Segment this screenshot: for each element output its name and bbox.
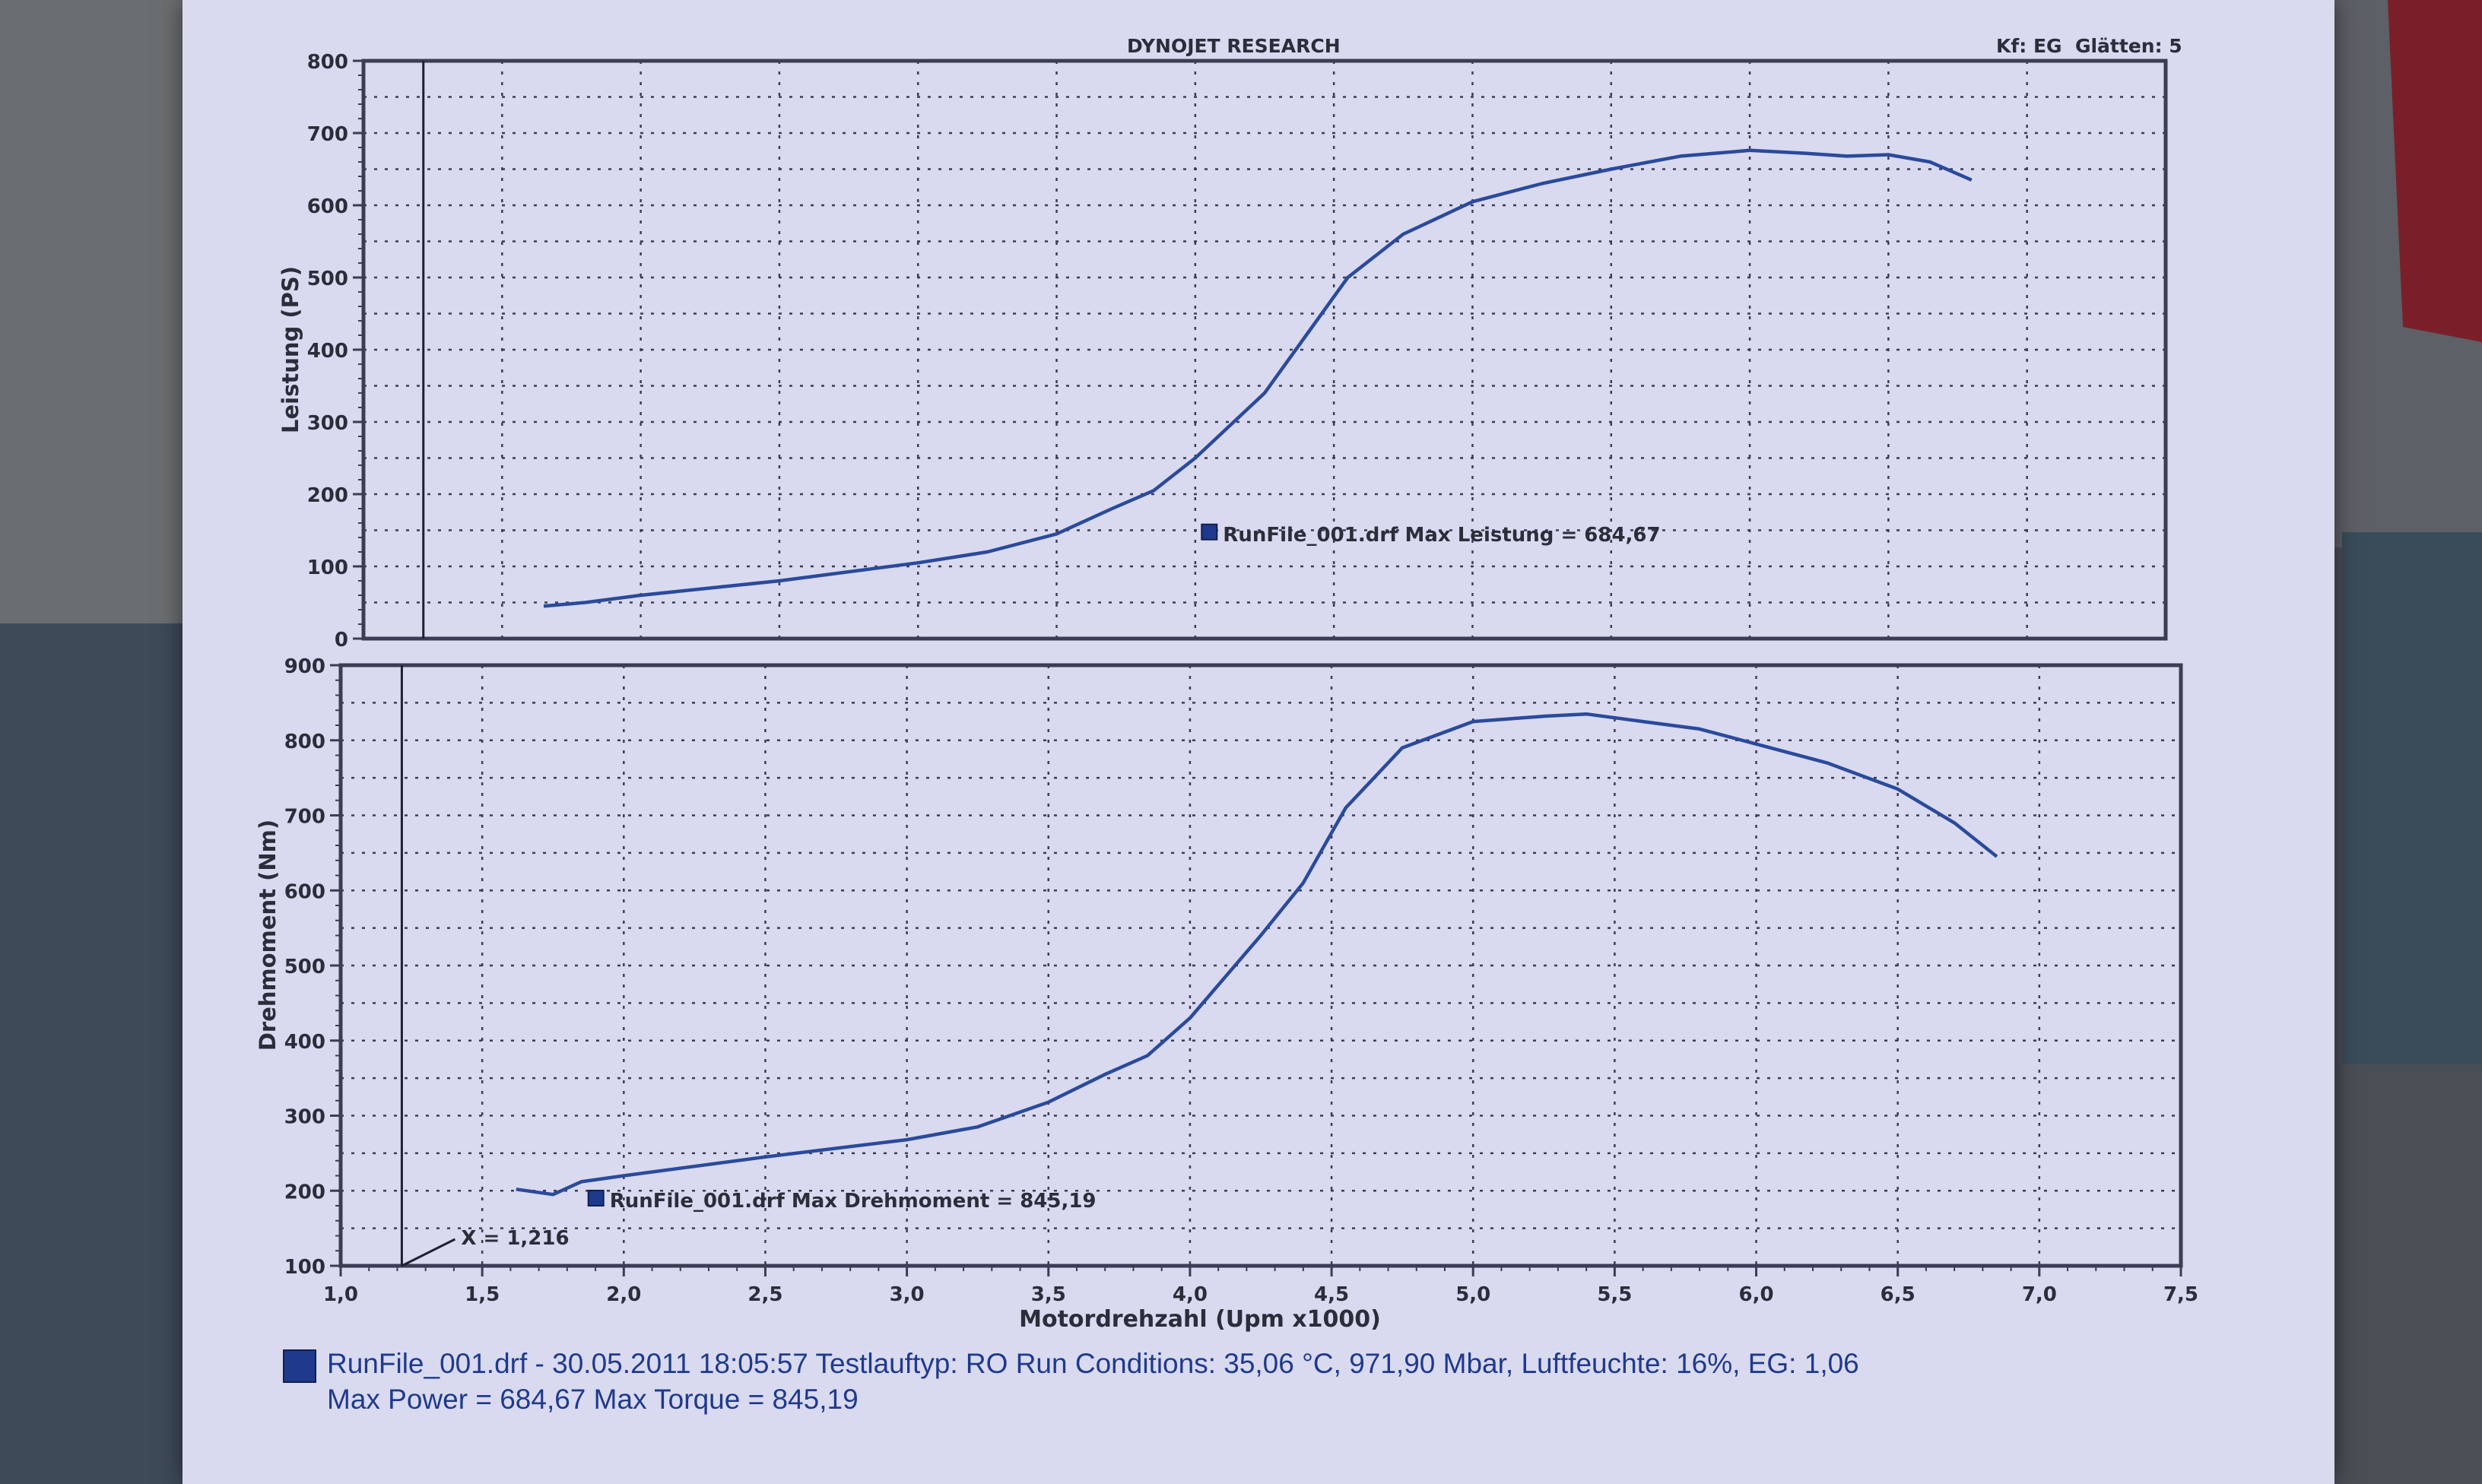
series-curve-panel-2 (516, 712, 1998, 1197)
y-axis-label: Leistung (PS) (278, 266, 303, 433)
y-tick-label: 400 (284, 1031, 325, 1054)
y-tick-label: 300 (307, 412, 348, 435)
y-tick-label: 600 (307, 195, 348, 218)
x-axis-label: Motordrehzahl (Upm x1000) (1019, 1306, 1381, 1333)
y-tick-label: 300 (284, 1106, 325, 1129)
x-tick-label: 7,0 (2022, 1283, 2057, 1306)
y-tick-label: 700 (307, 123, 348, 146)
run-info-footer: RunFile_001.drf - 30.05.2011 18:05:57 Te… (327, 1346, 1859, 1417)
chart-header-settings: Kf: EG Glätten: 5 (1996, 35, 2182, 57)
y-tick-label: 800 (284, 731, 325, 753)
y-tick-label: 200 (284, 1181, 325, 1203)
y-tick-label: 700 (284, 806, 325, 829)
x-tick-label: 4,0 (1173, 1283, 1208, 1306)
series-curve-panel-1 (543, 148, 1973, 608)
cursor-label: X = 1,216 (461, 1227, 569, 1250)
dyno-printout-paper (182, 0, 2334, 1484)
y-axis-label: Drehmoment (Nm) (255, 820, 281, 1051)
x-tick-label: 2,5 (747, 1283, 782, 1306)
y-tick-label: 200 (307, 484, 348, 507)
x-tick-label: 4,5 (1314, 1283, 1349, 1306)
x-tick-label: 6,5 (1881, 1283, 1915, 1306)
x-tick-label: 6,0 (1739, 1283, 1774, 1306)
x-tick-label: 2,0 (606, 1283, 641, 1306)
x-tick-label: 3,5 (1031, 1283, 1066, 1306)
x-tick-label: 7,5 (2163, 1283, 2198, 1306)
run-legend-icon (283, 1349, 316, 1383)
y-tick-label: 900 (284, 655, 325, 678)
x-tick-label: 3,0 (890, 1283, 925, 1306)
series-legend-label: RunFile_001.drf Max Drehmoment = 845,19 (610, 1190, 1097, 1213)
chart-header-title: DYNOJET RESEARCH (1127, 35, 1341, 57)
x-tick-label: 5,0 (1455, 1283, 1490, 1306)
y-tick-label: 500 (284, 956, 325, 978)
y-tick-label: 600 (284, 880, 325, 903)
y-tick-label: 800 (307, 51, 348, 74)
x-tick-label: 1,5 (465, 1283, 500, 1306)
run-info-line1: RunFile_001.drf - 30.05.2011 18:05:57 Te… (327, 1348, 1859, 1379)
y-tick-label: 0 (335, 629, 348, 652)
cursor-leader (401, 1238, 456, 1267)
y-tick-label: 100 (284, 1256, 325, 1279)
x-tick-label: 1,0 (323, 1283, 358, 1306)
panel-1-frame (361, 59, 2168, 641)
series-legend-swatch (587, 1189, 605, 1207)
y-tick-label: 100 (307, 556, 348, 579)
run-info-line2: Max Power = 684,67 Max Torque = 845,19 (327, 1384, 859, 1415)
series-legend-label: RunFile_001.drf Max Leistung = 684,67 (1223, 524, 1660, 547)
y-tick-label: 400 (307, 340, 348, 363)
y-tick-label: 500 (307, 268, 348, 290)
series-legend-swatch (1201, 523, 1218, 541)
x-tick-label: 5,5 (1597, 1283, 1632, 1306)
